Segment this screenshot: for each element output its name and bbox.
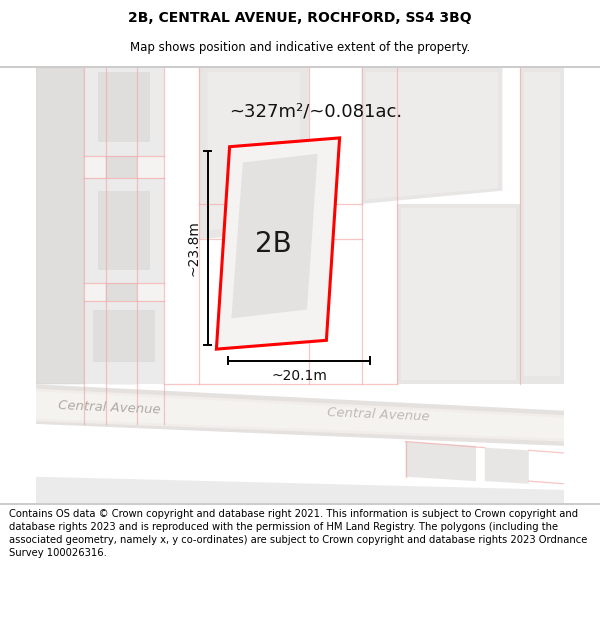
- Polygon shape: [36, 384, 564, 446]
- Polygon shape: [485, 448, 529, 484]
- Polygon shape: [36, 391, 564, 439]
- Polygon shape: [36, 68, 85, 384]
- Polygon shape: [199, 68, 309, 239]
- Text: Central Avenue: Central Avenue: [58, 399, 161, 417]
- Polygon shape: [397, 204, 520, 384]
- Polygon shape: [406, 441, 476, 481]
- Polygon shape: [85, 68, 164, 156]
- Polygon shape: [524, 72, 560, 376]
- Polygon shape: [85, 301, 164, 384]
- Polygon shape: [85, 177, 164, 283]
- Polygon shape: [98, 191, 151, 270]
- Polygon shape: [36, 477, 564, 503]
- Text: 2B, CENTRAL AVENUE, ROCHFORD, SS4 3BQ: 2B, CENTRAL AVENUE, ROCHFORD, SS4 3BQ: [128, 11, 472, 26]
- Polygon shape: [362, 68, 502, 204]
- Polygon shape: [520, 68, 564, 384]
- Text: ~327m²/~0.081ac.: ~327m²/~0.081ac.: [230, 102, 403, 121]
- Polygon shape: [85, 68, 106, 384]
- Polygon shape: [36, 389, 564, 441]
- Text: Central Avenue: Central Avenue: [326, 406, 430, 424]
- Polygon shape: [98, 72, 151, 142]
- Polygon shape: [232, 154, 317, 318]
- Polygon shape: [401, 208, 515, 380]
- Polygon shape: [366, 72, 498, 199]
- Polygon shape: [93, 309, 155, 362]
- Text: ~23.8m: ~23.8m: [187, 220, 200, 276]
- Text: ~20.1m: ~20.1m: [271, 369, 327, 383]
- Polygon shape: [217, 138, 340, 349]
- Polygon shape: [137, 68, 164, 384]
- Text: 2B: 2B: [255, 229, 292, 258]
- Polygon shape: [208, 72, 300, 230]
- Text: Map shows position and indicative extent of the property.: Map shows position and indicative extent…: [130, 41, 470, 54]
- Polygon shape: [106, 68, 137, 384]
- Text: Contains OS data © Crown copyright and database right 2021. This information is : Contains OS data © Crown copyright and d…: [9, 509, 587, 558]
